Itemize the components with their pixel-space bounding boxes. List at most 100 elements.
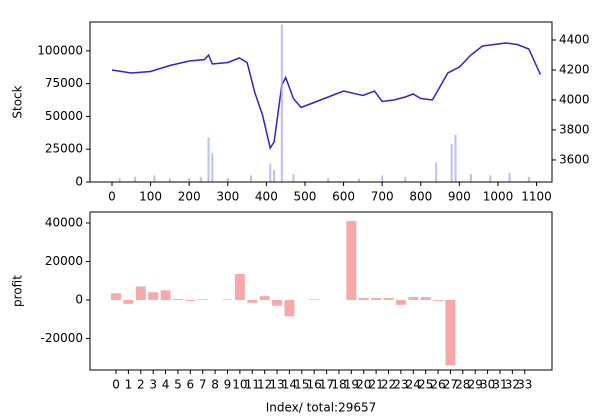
y-tick-label: 0 (75, 292, 83, 306)
x-tick-label: 14 (282, 378, 297, 392)
x-tick-label: 700 (371, 190, 394, 204)
top-axes-frame (89, 21, 553, 183)
x-tick-label: 16 (307, 378, 322, 392)
x-tick-label: 500 (294, 190, 317, 204)
volume-bar (168, 178, 171, 182)
volume-bar (269, 163, 272, 182)
x-tick-label: 300 (216, 190, 239, 204)
x-tick-label: 5 (174, 378, 182, 392)
bar (172, 298, 183, 300)
bar (222, 299, 233, 300)
x-tick-label: 11 (245, 378, 260, 392)
bar (433, 299, 444, 301)
x-tick-label: 800 (409, 190, 432, 204)
bar (284, 299, 295, 317)
bar (395, 299, 406, 305)
x-tick-label: 15 (294, 378, 309, 392)
x-tick-label: 600 (332, 190, 355, 204)
volume-bar (188, 178, 191, 182)
volume-bar (273, 170, 276, 182)
x-tick-label: 21 (368, 378, 383, 392)
y-tick-label: 50000 (45, 109, 83, 123)
x-tick-label: 1000 (483, 190, 514, 204)
bar (148, 292, 159, 300)
volume-bar (211, 153, 214, 182)
x-tick-label: 7 (199, 378, 207, 392)
volume-bar (199, 176, 202, 182)
x-tick-label: 27 (443, 378, 458, 392)
x-tick-label: 10 (232, 378, 247, 392)
x-tick-label: 13 (269, 378, 284, 392)
volume-bar (292, 174, 295, 182)
volume-bar (450, 143, 453, 182)
x-tick-label: 1100 (521, 190, 552, 204)
bar (408, 297, 419, 300)
x-tick-label: 30 (480, 378, 495, 392)
bar (234, 273, 245, 300)
x-tick-label: 33 (517, 378, 532, 392)
x-tick-label: 29 (468, 378, 483, 392)
bar (420, 297, 431, 300)
x-tick-label: 200 (178, 190, 201, 204)
bar (185, 299, 196, 301)
volume-bar (118, 178, 121, 182)
volume-bar (249, 175, 252, 182)
y-tick-label: 25000 (45, 142, 83, 156)
x-tick-label: 23 (393, 378, 408, 392)
bar (272, 299, 282, 306)
x-tick-label: 22 (381, 378, 396, 392)
price-line (111, 42, 542, 150)
volume-bar (327, 178, 330, 182)
bottom-axes-frame (89, 211, 553, 371)
x-tick-label: 24 (406, 378, 421, 392)
volume-bar (207, 137, 210, 182)
y-axis-label: Stock (11, 85, 25, 118)
x-tick-label: 18 (331, 378, 346, 392)
bar (160, 290, 171, 300)
bar (445, 299, 456, 366)
x-tick-label: 4 (162, 378, 170, 392)
volume-bar (527, 176, 530, 182)
x-tick-label: 900 (448, 190, 471, 204)
x-tick-label: 3 (149, 378, 157, 392)
x-tick-label: 28 (455, 378, 470, 392)
x-tick-label: 2 (137, 378, 145, 392)
y2-tick-label: 3600 (559, 152, 590, 166)
bar (197, 299, 208, 300)
bar (346, 221, 357, 300)
x-tick-label: 26 (430, 378, 445, 392)
volume-bar (404, 176, 407, 182)
x-tick-label: 1 (125, 378, 133, 392)
x-tick-label: 19 (344, 378, 359, 392)
bar (111, 293, 121, 300)
y2-tick-label: 4200 (559, 62, 590, 76)
x-axis-label: Index/ total:29657 (266, 401, 377, 415)
x-tick-label: 12 (257, 378, 272, 392)
x-tick-label: 20 (356, 378, 371, 392)
bar (371, 298, 382, 300)
x-tick-label: 0 (108, 190, 116, 204)
volume-bar (280, 24, 283, 182)
x-tick-label: 8 (211, 378, 219, 392)
volume-bar (435, 162, 438, 182)
y2-tick-label: 4400 (559, 32, 590, 46)
y2-tick-label: 4000 (559, 92, 590, 106)
y-tick-label: -20000 (40, 331, 83, 345)
volume-bar (489, 175, 492, 182)
bar (123, 299, 134, 304)
x-tick-label: 0 (112, 378, 120, 392)
x-tick-label: 400 (255, 190, 278, 204)
y-tick-label: 100000 (37, 43, 83, 57)
y2-tick-label: 3800 (559, 122, 590, 136)
volume-bar (454, 134, 457, 182)
y-tick-label: 0 (75, 175, 83, 189)
volume-bar (508, 172, 511, 182)
x-tick-label: 9 (224, 378, 232, 392)
y-tick-label: 75000 (45, 76, 83, 90)
y-axis-label: profit (11, 275, 25, 307)
y-tick-label: 20000 (45, 254, 83, 268)
x-tick-label: 100 (139, 190, 162, 204)
bar (135, 286, 146, 300)
volume-bar (381, 175, 384, 182)
